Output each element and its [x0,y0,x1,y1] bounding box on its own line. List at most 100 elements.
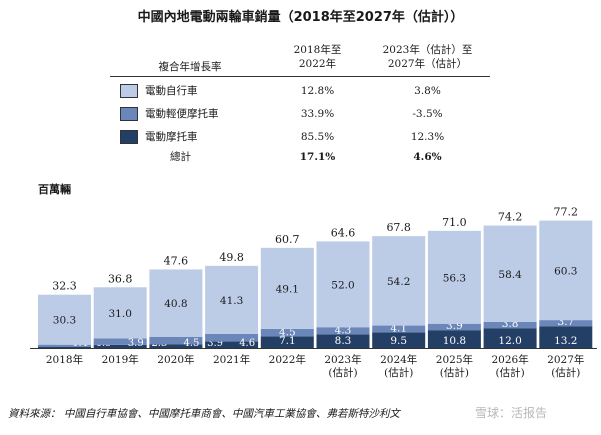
bar-segment [149,269,203,337]
x-tick-label: 2025年 [436,353,473,366]
table-row-header: 複合年增長率 [158,61,222,73]
bar-segment [316,241,370,328]
x-tick-label: (估計) [440,366,469,379]
x-tick-label: 2021年 [213,353,250,366]
col2-header-line2: 2027年（估計） [387,58,468,70]
total-label: 36.8 [108,272,133,285]
x-tick-label: 2022年 [269,353,306,366]
data-label: 4.6 [239,338,255,349]
data-label: 3.9 [207,338,223,349]
data-label: 54.2 [387,276,410,288]
data-label: 8.3 [335,335,352,347]
bar-segment [93,338,147,345]
total-label: 64.6 [331,226,356,239]
bar-segment [205,341,259,348]
total-label: 總計 [170,151,191,163]
data-label: 49.1 [276,283,299,295]
total-label: 49.8 [219,251,244,264]
data-label: 41.3 [220,295,243,307]
x-tick-label: (估計) [384,366,413,379]
data-label: 9.5 [390,335,407,347]
x-tick-label: (估計) [551,366,580,379]
cagr-emotorcycle-2023-2027: 12.3% [410,131,445,143]
legend-label-emotorcycle: 電動摩托車 [145,131,198,143]
x-tick-label: 2020年 [157,353,194,366]
col2-header-line1: 2023年（估計）至 [382,44,473,56]
bar-segment [316,334,370,348]
bar-segment [539,320,593,327]
legend-swatch-emoped [120,107,138,121]
x-tick-label: (估計) [328,366,357,379]
total-label: 32.3 [52,280,77,293]
legend-swatch-ebike [120,84,138,98]
data-label: 31.0 [109,308,132,320]
x-tick-label: 2018年 [46,353,83,366]
cagr-table: 複合年增長率 2018年至 2022年 2023年（估計）至 2027年（估計）… [110,44,490,168]
bar-segment [539,220,593,321]
bar-segment [316,327,370,335]
bar-segment [93,287,147,339]
bar-segment [427,323,481,331]
col1-header-line1: 2018年至 [293,44,342,56]
x-tick-label: 2024年 [380,353,417,366]
cagr-emotorcycle-2018-2022: 85.5% [300,131,335,143]
legend-label-emoped: 電動輕便摩托車 [145,108,219,120]
data-label: 52.0 [331,279,354,291]
cagr-ebike-2018-2022: 12.8% [300,85,335,97]
cagr-total-2023-2027: 4.6% [413,151,442,163]
cagr-emoped-2018-2022: 33.9% [300,108,335,120]
bar-segment [205,265,259,334]
bar-segment [38,344,91,348]
unit-label: 百萬輛 [38,183,71,196]
bar-segment [149,344,203,348]
total-label: 67.8 [386,221,411,234]
watermark: 雪球：活报告 [475,406,548,420]
total-label: 74.2 [498,211,523,224]
bar-segment [260,247,314,329]
col1-header-line2: 2022年 [298,58,337,70]
legend-label-ebike: 電動自行車 [145,85,198,97]
cagr-emoped-2023-2027: -3.5% [412,108,443,120]
total-label: 60.7 [275,233,300,246]
bar-segment [483,328,537,348]
bar-segment [38,347,91,348]
x-tick-label: 2027年 [547,353,584,366]
cagr-total-2018-2022: 17.1% [299,151,336,163]
legend-swatch-emotorcycle [120,130,138,144]
bar-segment [93,344,147,348]
bar-segment [483,225,537,322]
data-label: 7.1 [279,335,296,347]
bar-segment [372,325,426,333]
total-label: 47.6 [164,254,189,267]
data-label: 4.5 [279,326,296,338]
total-label: 77.2 [554,206,579,219]
data-label: 3.9 [128,338,144,349]
data-label: 56.3 [443,272,466,284]
bar-segment [427,330,481,348]
bar-segment [372,332,426,348]
total-label: 71.0 [442,216,467,229]
bar-segment [260,328,314,337]
data-label: 30.3 [53,315,76,327]
bar-segment [205,333,259,342]
bar-segment [483,321,537,329]
data-label: 60.3 [554,265,577,277]
bar-segment [372,236,426,326]
bar-segment [539,326,593,348]
bar-segment [149,336,203,345]
data-label: 12.0 [498,335,521,347]
bar-segment [427,230,481,324]
x-tick-label: 2026年 [491,353,528,366]
data-label: 13.2 [554,335,577,347]
x-tick-label: 2023年 [324,353,361,366]
data-label: 4.3 [335,324,352,336]
data-label: 58.4 [498,269,522,281]
x-tick-label: (估計) [495,366,524,379]
bar-segment [38,294,91,345]
table-top-rule [110,76,490,77]
data-label: 10.8 [443,335,466,347]
data-label: 4.5 [183,338,199,349]
x-tick-label: 2019年 [102,353,139,366]
cagr-ebike-2023-2027: 3.8% [414,85,441,97]
